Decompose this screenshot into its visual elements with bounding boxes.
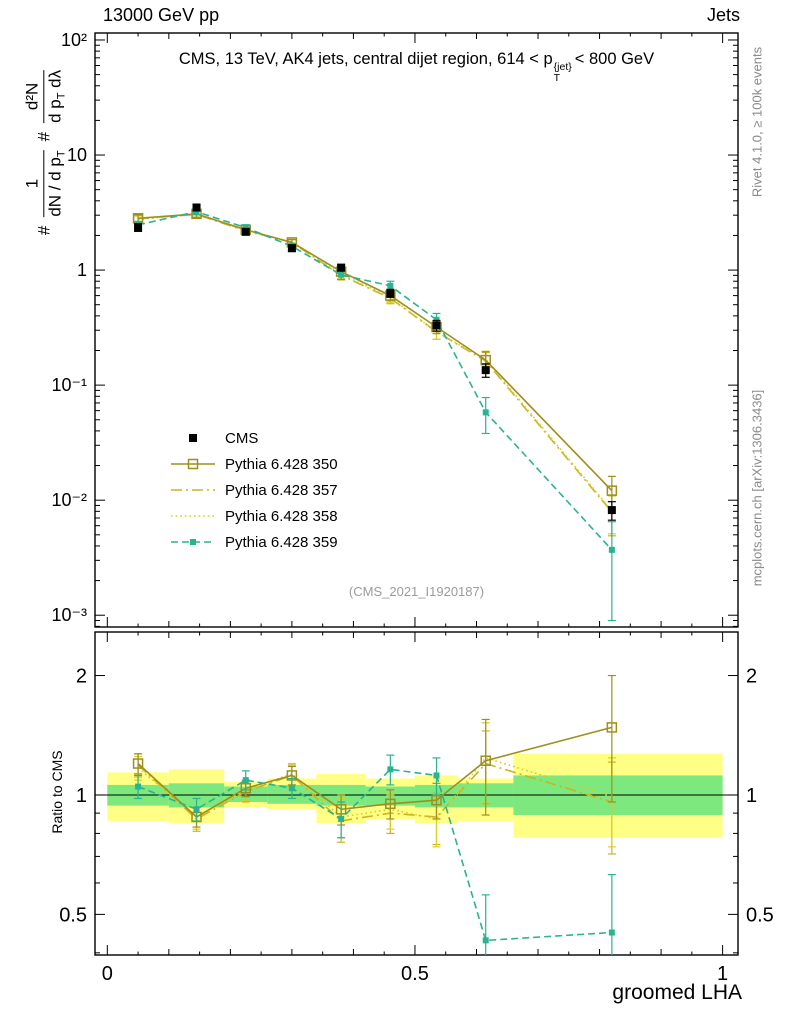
x-axis-label: groomed LHA bbox=[612, 981, 742, 1004]
svg-text:0.5: 0.5 bbox=[746, 904, 774, 926]
ylabel-frac1-denominator: dN / d pT bbox=[45, 150, 68, 217]
pt-jet-supsub: {jet} T bbox=[553, 61, 572, 85]
svg-text:10⁻¹: 10⁻¹ bbox=[51, 375, 87, 395]
analysis-group-label: Jets bbox=[706, 5, 740, 25]
legend-item-pythia-6-428-350: Pythia 6.428 350 bbox=[170, 454, 338, 474]
legend-label: Pythia 6.428 358 bbox=[225, 507, 338, 525]
legend-item-pythia-6-428-359: Pythia 6.428 359 bbox=[170, 532, 338, 552]
axes: 0 0.5 1 10² 10 1 10⁻¹ 10⁻² 10⁻³ 2 2 1 1 0.5 0.5 bbox=[51, 30, 773, 985]
svg-text:0.5: 0.5 bbox=[401, 963, 429, 985]
legend-swatch-pythia-6-428-358-icon bbox=[171, 515, 215, 517]
svg-text:2: 2 bbox=[746, 666, 757, 688]
ylabel-hash-1: # bbox=[34, 225, 54, 236]
ylabel-hash-2: # bbox=[34, 131, 54, 142]
legend-swatch-pythia-6-428-350-icon bbox=[171, 458, 215, 470]
analysis-id-watermark: (CMS_2021_I1920187) bbox=[348, 584, 485, 599]
mcplots-citation-note: mcplots.cern.ch [arXiv:1306.3436] bbox=[749, 389, 765, 587]
svg-text:2: 2 bbox=[76, 666, 87, 688]
beam-energy-label: 13000 GeV pp bbox=[103, 5, 220, 25]
svg-text:10⁻³: 10⁻³ bbox=[51, 605, 87, 625]
legend: CMS Pythia 6.428 350 Pythia 6.428 357 Pythi… bbox=[170, 428, 338, 552]
pt-jet-subscript: T bbox=[553, 72, 561, 85]
ylabel-fraction-2: d²N d pT dλ bbox=[22, 69, 68, 123]
ylabel-fraction-1: 1 dN / d pT bbox=[22, 150, 68, 217]
legend-label: Pythia 6.428 359 bbox=[225, 533, 338, 551]
ylabel-frac1-numerator: 1 bbox=[22, 150, 45, 217]
svg-text:10: 10 bbox=[67, 145, 87, 165]
series-cms-main bbox=[134, 203, 616, 521]
legend-label: Pythia 6.428 350 bbox=[225, 455, 338, 473]
svg-text:1: 1 bbox=[717, 963, 728, 985]
legend-swatch-pythia-6-428-357-icon bbox=[171, 489, 215, 491]
legend-item-pythia-6-428-358: Pythia 6.428 358 bbox=[170, 506, 338, 526]
legend-label: Pythia 6.428 357 bbox=[225, 481, 338, 499]
legend-swatch-pythia-6-428-359-icon bbox=[171, 539, 215, 545]
svg-text:1: 1 bbox=[77, 260, 87, 280]
main-y-axis-label: #1 dN / d pT # d²N d pT dλ bbox=[22, 65, 68, 239]
plot-title-text-end: < 800 GeV bbox=[574, 50, 655, 68]
legend-swatch-cms-icon bbox=[189, 434, 197, 442]
ratio-uncertainty-bands bbox=[95, 753, 738, 838]
svg-text:0: 0 bbox=[102, 963, 113, 985]
series-pythia-6-428-359-main bbox=[134, 208, 616, 622]
svg-text:0.5: 0.5 bbox=[59, 904, 87, 926]
plot-title-text: CMS, 13 TeV, AK4 jets, central dijet reg… bbox=[178, 50, 553, 68]
rivet-version-note: Rivet 4.1.0, ≥ 100k events bbox=[749, 46, 765, 198]
svg-text:1: 1 bbox=[746, 785, 757, 807]
ylabel-frac2-numerator: d²N bbox=[22, 69, 45, 123]
legend-item-pythia-6-428-357: Pythia 6.428 357 bbox=[170, 480, 338, 500]
svg-text:10²: 10² bbox=[61, 30, 87, 50]
svg-text:1: 1 bbox=[76, 785, 87, 807]
pt-jet-superscript: {jet} bbox=[553, 61, 572, 73]
ylabel-frac2-denominator: d pT dλ bbox=[45, 69, 68, 123]
svg-text:10⁻²: 10⁻² bbox=[51, 490, 87, 510]
legend-item-cms: CMS bbox=[170, 428, 338, 448]
legend-label: CMS bbox=[225, 429, 259, 447]
ratio-y-axis-label: Ratio to CMS bbox=[49, 750, 65, 834]
plot-title: CMS, 13 TeV, AK4 jets, central dijet reg… bbox=[95, 50, 738, 84]
series-pythia-6-428-359-ratio bbox=[134, 754, 616, 955]
